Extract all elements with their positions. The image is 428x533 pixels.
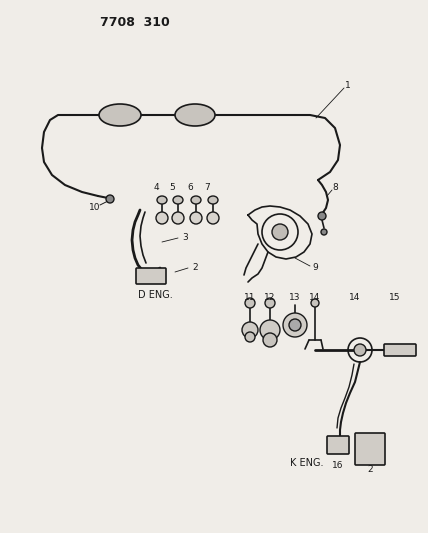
- Circle shape: [272, 224, 288, 240]
- Circle shape: [321, 229, 327, 235]
- Text: 7708  310: 7708 310: [100, 15, 170, 28]
- Text: 9: 9: [312, 263, 318, 272]
- FancyBboxPatch shape: [384, 344, 416, 356]
- Text: 8: 8: [332, 183, 338, 192]
- Circle shape: [311, 299, 319, 307]
- Text: K ENG.: K ENG.: [290, 458, 324, 468]
- Text: 6: 6: [187, 183, 193, 192]
- Text: 14: 14: [349, 293, 361, 302]
- FancyBboxPatch shape: [327, 436, 349, 454]
- Text: D ENG.: D ENG.: [138, 290, 173, 300]
- Ellipse shape: [175, 104, 215, 126]
- Text: 13: 13: [289, 293, 301, 302]
- Text: 10: 10: [89, 204, 101, 213]
- Text: 2: 2: [192, 263, 198, 272]
- Text: 11: 11: [244, 293, 256, 302]
- Text: 12: 12: [265, 293, 276, 302]
- Circle shape: [260, 320, 280, 340]
- Circle shape: [207, 212, 219, 224]
- Circle shape: [190, 212, 202, 224]
- Circle shape: [245, 298, 255, 308]
- Text: 5: 5: [169, 183, 175, 192]
- Text: 4: 4: [153, 183, 159, 192]
- Text: 15: 15: [389, 293, 401, 302]
- Text: 2: 2: [367, 465, 373, 474]
- Circle shape: [106, 195, 114, 203]
- Ellipse shape: [191, 196, 201, 204]
- Circle shape: [265, 298, 275, 308]
- Circle shape: [172, 212, 184, 224]
- FancyBboxPatch shape: [355, 433, 385, 465]
- Ellipse shape: [157, 196, 167, 204]
- Text: 16: 16: [332, 462, 344, 471]
- Circle shape: [263, 333, 277, 347]
- Text: 7: 7: [204, 183, 210, 192]
- Circle shape: [156, 212, 168, 224]
- Ellipse shape: [99, 104, 141, 126]
- Circle shape: [318, 212, 326, 220]
- Circle shape: [242, 322, 258, 338]
- Text: 3: 3: [182, 233, 188, 243]
- Text: 1: 1: [345, 80, 351, 90]
- Circle shape: [283, 313, 307, 337]
- Circle shape: [289, 319, 301, 331]
- FancyBboxPatch shape: [136, 268, 166, 284]
- Ellipse shape: [173, 196, 183, 204]
- Circle shape: [354, 344, 366, 356]
- Ellipse shape: [208, 196, 218, 204]
- Circle shape: [245, 332, 255, 342]
- Text: 14: 14: [309, 293, 321, 302]
